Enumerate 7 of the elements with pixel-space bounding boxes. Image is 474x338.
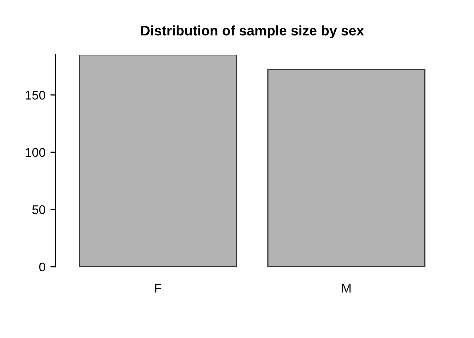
y-tick-label: 150 [26,90,46,100]
y-tick-label: 100 [26,148,46,158]
x-tick-label: M [342,284,351,293]
x-tick-label: F [155,284,162,293]
y-tick-label: 50 [32,206,46,214]
y-tick-label: 0 [39,262,46,272]
chart-title: Distribution of sample size by sex [141,26,364,39]
